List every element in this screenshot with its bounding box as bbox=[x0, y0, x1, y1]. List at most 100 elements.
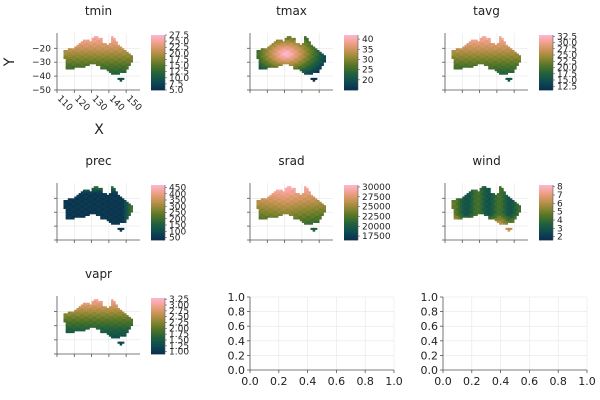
heatmap-cell bbox=[286, 36, 290, 39]
heatmap-cell bbox=[113, 41, 116, 44]
heatmap-cell bbox=[312, 63, 316, 67]
heatmap-cell bbox=[282, 48, 285, 51]
heatmap-cell bbox=[115, 46, 118, 49]
heatmap-cell bbox=[477, 53, 480, 56]
heatmap-cell bbox=[100, 304, 103, 307]
heatmap-cell bbox=[121, 334, 125, 337]
heatmap-cell bbox=[102, 58, 105, 61]
heatmap-cell bbox=[104, 58, 108, 61]
colorbar-segment bbox=[151, 40, 165, 43]
heatmap-cell bbox=[126, 55, 129, 58]
heatmap-cell bbox=[65, 327, 69, 330]
heatmap-cell bbox=[113, 193, 116, 196]
heatmap-cell bbox=[278, 201, 281, 204]
heatmap-cell bbox=[102, 193, 105, 196]
heatmap-cell bbox=[117, 77, 121, 80]
heatmap-cell bbox=[288, 58, 292, 61]
heatmap-cell bbox=[288, 186, 292, 189]
heatmap-cell bbox=[111, 39, 114, 42]
heatmap-cell bbox=[278, 55, 281, 58]
heatmap-cell bbox=[507, 215, 511, 218]
heatmap-cell bbox=[455, 62, 459, 65]
heatmap-cell bbox=[308, 62, 311, 65]
heatmap-cell bbox=[470, 206, 474, 210]
heatmap-cell bbox=[503, 53, 506, 56]
heatmap-cell bbox=[69, 206, 73, 210]
heatmap-cell bbox=[486, 208, 489, 211]
heatmap-cell bbox=[483, 194, 487, 197]
heatmap-cell bbox=[488, 53, 491, 56]
heatmap-cell bbox=[470, 51, 474, 54]
heatmap-cell bbox=[282, 60, 285, 63]
heatmap-cell bbox=[108, 198, 112, 201]
colorbar-segment bbox=[151, 74, 165, 77]
heatmap-cell bbox=[473, 203, 476, 206]
heatmap-cell bbox=[93, 201, 97, 204]
heatmap-cell bbox=[106, 67, 110, 70]
heatmap-cell bbox=[258, 213, 262, 217]
heatmap-cell bbox=[317, 67, 320, 70]
heatmap-cell bbox=[265, 205, 268, 208]
heatmap-cell bbox=[490, 44, 493, 47]
heatmap-cell bbox=[319, 67, 322, 70]
heatmap-cell bbox=[119, 55, 123, 58]
heatmap-cell bbox=[483, 43, 487, 46]
heatmap-cell bbox=[473, 201, 476, 204]
heatmap-cell bbox=[108, 193, 112, 196]
heatmap-cell bbox=[466, 205, 470, 208]
heatmap-cell bbox=[455, 48, 459, 51]
colorbar-segment bbox=[151, 303, 165, 306]
heatmap-cell bbox=[503, 222, 506, 225]
heatmap-cell bbox=[106, 203, 110, 206]
heatmap-cell bbox=[82, 315, 86, 318]
heatmap-cell bbox=[312, 210, 316, 213]
heatmap-cell bbox=[93, 55, 97, 58]
heatmap-cell bbox=[509, 227, 513, 230]
heatmap-cell bbox=[271, 62, 275, 65]
heatmap-cell bbox=[78, 327, 82, 330]
heatmap-cell bbox=[100, 213, 103, 217]
heatmap-cell bbox=[106, 196, 110, 199]
heatmap-cell bbox=[124, 206, 127, 210]
heatmap-cell bbox=[121, 215, 125, 218]
colorbar-segment bbox=[151, 219, 165, 222]
colorbar-tick-label: 7.5 bbox=[169, 80, 183, 90]
heatmap-cell bbox=[126, 206, 129, 210]
heatmap-cell bbox=[74, 53, 77, 56]
heatmap-cell bbox=[499, 46, 502, 49]
heatmap-cell bbox=[473, 56, 476, 60]
heatmap-cell bbox=[278, 193, 281, 196]
heatmap-cell bbox=[82, 329, 86, 332]
colorbar-tick-label: 20.0 bbox=[169, 49, 189, 59]
heatmap-cell bbox=[496, 63, 500, 67]
heatmap-cell bbox=[490, 55, 493, 58]
heatmap-cell bbox=[262, 48, 266, 51]
heatmap-cell bbox=[466, 215, 470, 218]
heatmap-cell bbox=[455, 205, 459, 208]
heatmap-cell bbox=[509, 213, 513, 217]
heatmap-cell bbox=[503, 206, 506, 210]
heatmap-cell bbox=[111, 331, 114, 334]
heatmap-cell bbox=[479, 60, 483, 63]
heatmap-cell bbox=[126, 210, 129, 213]
heatmap-cell bbox=[457, 63, 461, 67]
heatmap-cell bbox=[278, 44, 281, 47]
heatmap-cell bbox=[275, 41, 279, 44]
heatmap-cell bbox=[453, 203, 457, 206]
colorbar-segment bbox=[151, 224, 165, 227]
heatmap-cell bbox=[82, 198, 86, 201]
heatmap-cell bbox=[488, 51, 491, 54]
heatmap-cell bbox=[72, 322, 75, 325]
heatmap-cell bbox=[260, 58, 264, 61]
heatmap-cell bbox=[269, 203, 272, 206]
heatmap-cell bbox=[288, 53, 292, 56]
heatmap-cell bbox=[470, 213, 474, 217]
heatmap-cell bbox=[100, 302, 103, 305]
heatmap-cell bbox=[113, 323, 116, 327]
heatmap-cell bbox=[512, 70, 515, 73]
heatmap-cell bbox=[93, 60, 97, 63]
heatmap-cell bbox=[260, 213, 264, 217]
heatmap-cell bbox=[76, 63, 79, 67]
heatmap-cell bbox=[95, 309, 99, 312]
heatmap-cell bbox=[82, 308, 86, 311]
